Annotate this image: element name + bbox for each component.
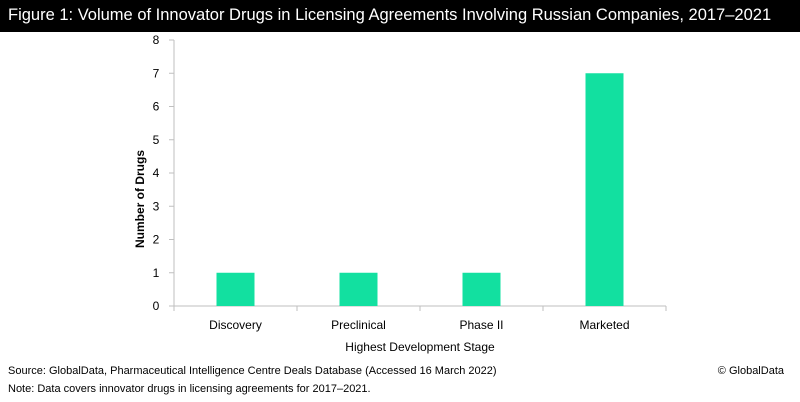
title-banner: Figure 1: Volume of Innovator Drugs in L…: [0, 0, 800, 32]
x-ticks: Discovery Preclinical Phase II Marketed: [173, 306, 667, 332]
bar-preclinical: [339, 272, 378, 306]
y-axis: 0 1 2 3 4 5 6 7 8 Number of Drugs: [133, 33, 175, 313]
y-tick-label: 4: [153, 166, 160, 180]
y-tick-label: 5: [153, 133, 160, 147]
source-note: Source: GlobalData, Pharmaceutical Intel…: [8, 365, 497, 377]
y-ticks: 0 1 2 3 4 5 6 7 8: [153, 33, 174, 313]
footnote: Note: Data covers innovator drugs in lic…: [8, 383, 371, 395]
chart-title: Figure 1: Volume of Innovator Drugs in L…: [8, 6, 772, 24]
bar-marketed: [585, 73, 624, 306]
x-tick-label: Discovery: [209, 318, 262, 332]
y-tick-label: 8: [153, 33, 160, 47]
y-tick-label: 0: [153, 299, 160, 313]
y-tick-label: 1: [153, 266, 160, 280]
x-axis: Discovery Preclinical Phase II Marketed Hig…: [173, 305, 667, 354]
y-tick-label: 7: [153, 66, 160, 80]
y-tick-label: 6: [153, 100, 160, 114]
x-axis-title: Highest Development Stage: [345, 340, 495, 354]
y-tick-label: 3: [153, 199, 160, 213]
bars: [216, 73, 624, 306]
copyright-credit: © GlobalData: [717, 365, 784, 377]
y-tick-label: 2: [153, 233, 160, 247]
bar-phase-ii: [462, 272, 501, 306]
bar-discovery: [216, 272, 255, 306]
bar-chart: 0 1 2 3 4 5 6 7 8 Number of Drugs Discovery Precl…: [133, 33, 667, 354]
x-tick-label: Preclinical: [331, 318, 386, 332]
x-tick-label: Phase II: [459, 318, 503, 332]
x-tick-label: Marketed: [579, 318, 629, 332]
y-axis-title: Number of Drugs: [133, 150, 147, 248]
